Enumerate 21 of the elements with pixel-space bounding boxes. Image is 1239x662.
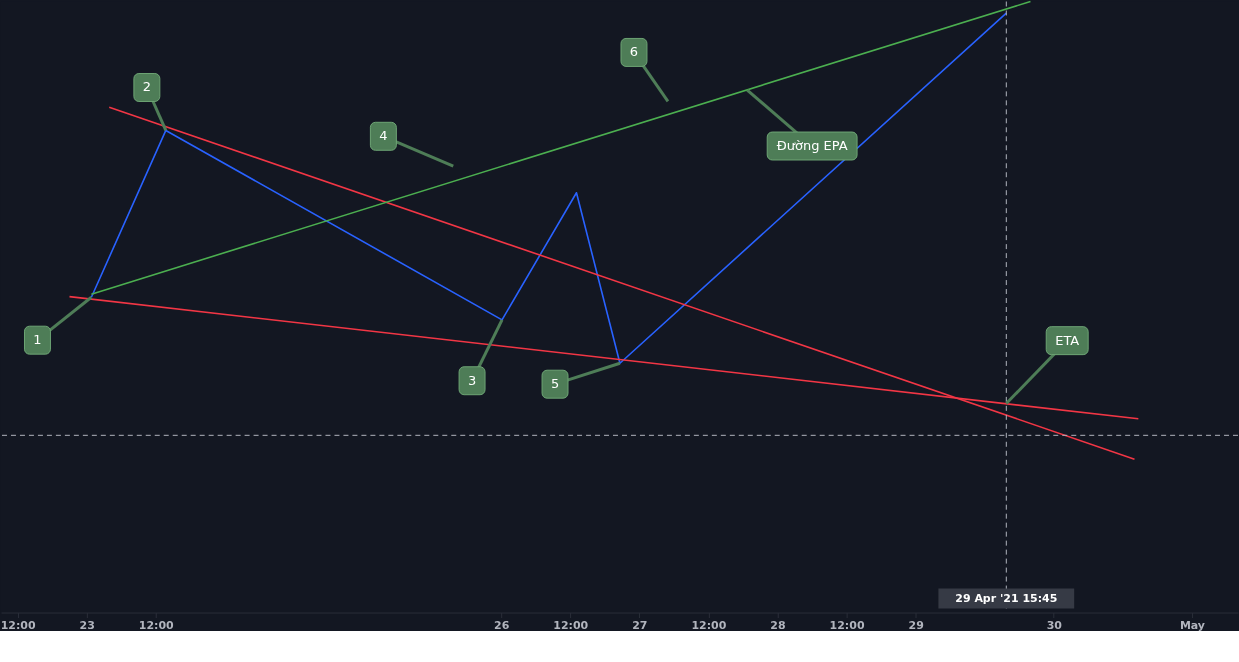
x-tick-label: 28 [770, 618, 786, 632]
ref-line-label: 29 Apr '21 15:45 [955, 591, 1058, 605]
annotation: 2 [142, 79, 151, 95]
x-tick-label: 30 [1046, 618, 1063, 632]
x-tick-label: 26 [494, 618, 510, 632]
x-tick-label: May [1179, 618, 1206, 632]
x-tick-label: 29 [908, 618, 924, 632]
annotation: 4 [379, 128, 388, 144]
annotation: Đường EPA [776, 138, 848, 154]
annotation: 1 [33, 332, 42, 348]
x-tick-label: 12:00 [829, 618, 865, 632]
x-tick-label: 12:00 [691, 618, 727, 632]
annotation: 5 [550, 376, 560, 392]
x-tick-label: 12:00 [138, 618, 175, 632]
annotation: 6 [629, 44, 639, 60]
x-tick-label: 27 [632, 618, 648, 632]
x-tick-label: 12:00 [553, 618, 589, 632]
x-tick-label: 12:00 [0, 618, 36, 632]
annotation: ETA [1055, 332, 1080, 348]
x-tick-label: 23 [79, 618, 95, 632]
annotation: 3 [467, 372, 477, 388]
